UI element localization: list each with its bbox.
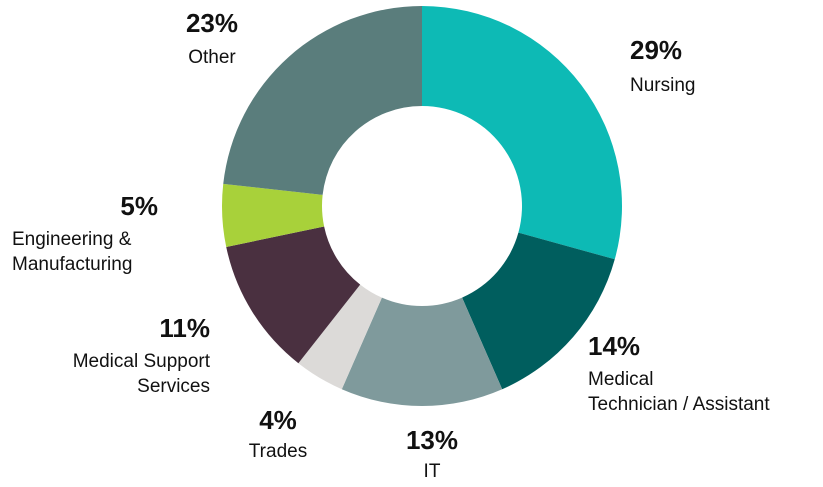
- slice-label: Other: [188, 47, 236, 68]
- donut-slice: [298, 284, 382, 390]
- donut-slice: [221, 183, 325, 247]
- slice-label: Nursing: [630, 75, 695, 96]
- slice-percent: 11%: [159, 313, 210, 343]
- slice-percent: 29%: [630, 35, 682, 65]
- donut-slice: [341, 297, 503, 406]
- slice-label: Medical: [588, 369, 653, 390]
- slice-percent: 4%: [259, 405, 297, 435]
- donut-slice: [462, 232, 615, 390]
- slice-label: Technician / Assistant: [588, 394, 770, 415]
- donut-slice: [422, 6, 622, 260]
- slice-percent: 13%: [406, 425, 458, 455]
- slice-percent: 14%: [588, 331, 640, 361]
- donut-slice: [226, 226, 361, 364]
- slice-label: Engineering &: [12, 229, 132, 250]
- slice-percent: 5%: [120, 191, 158, 221]
- slice-label: Manufacturing: [12, 254, 132, 275]
- donut-slice: [223, 6, 422, 195]
- slice-label: Services: [137, 376, 210, 397]
- slice-percent: 23%: [186, 8, 238, 38]
- slice-label: IT: [424, 461, 441, 482]
- slice-label: Medical Support: [73, 351, 211, 372]
- slice-label: Trades: [249, 441, 307, 462]
